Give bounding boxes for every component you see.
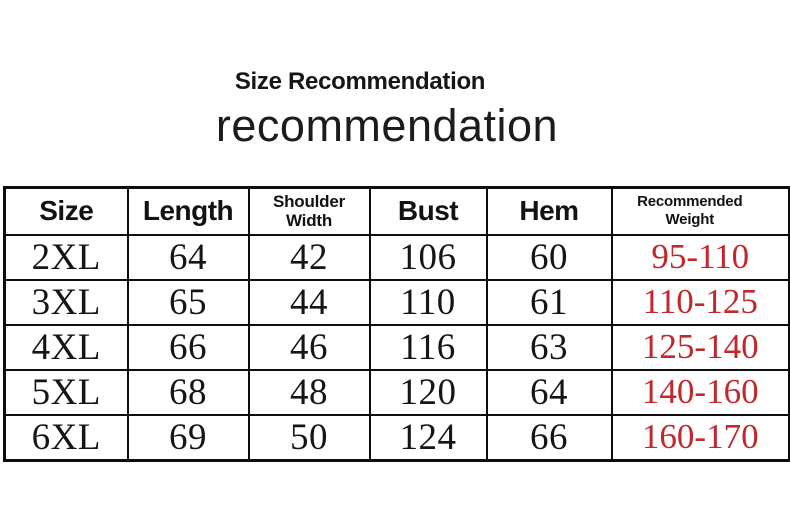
table-row: 3XL 65 44 110 61 110-125 bbox=[3, 278, 790, 326]
column-header-shoulder-width: Shoulder Width bbox=[247, 186, 371, 236]
size-cell: 6XL bbox=[3, 413, 129, 461]
recommended-weight-cell: 160-170 bbox=[610, 413, 790, 461]
shoulder-width-cell: 42 bbox=[247, 233, 371, 281]
hem-cell: 61 bbox=[485, 278, 613, 326]
length-cell: 64 bbox=[126, 233, 250, 281]
length-cell: 69 bbox=[126, 413, 250, 461]
size-cell: 3XL bbox=[3, 278, 129, 326]
column-header-length: Length bbox=[126, 186, 250, 236]
length-cell: 66 bbox=[126, 323, 250, 371]
bust-cell: 106 bbox=[368, 233, 488, 281]
table-row: 6XL 69 50 124 66 160-170 bbox=[3, 413, 790, 461]
bust-cell: 124 bbox=[368, 413, 488, 461]
hem-cell: 66 bbox=[485, 413, 613, 461]
hem-cell: 63 bbox=[485, 323, 613, 371]
table-header-row: Size Length Shoulder Width Bust Hem Reco… bbox=[3, 186, 790, 236]
shoulder-width-cell: 50 bbox=[247, 413, 371, 461]
table-row: 2XL 64 42 106 60 95-110 bbox=[3, 233, 790, 281]
table-row: 5XL 68 48 120 64 140-160 bbox=[3, 368, 790, 416]
column-header-recommended-weight: Recommended Weight bbox=[610, 186, 790, 236]
recommended-weight-cell: 95-110 bbox=[610, 233, 790, 281]
page-subtitle: Size Recommendation bbox=[234, 68, 486, 95]
bust-cell: 116 bbox=[368, 323, 488, 371]
size-cell: 4XL bbox=[3, 323, 129, 371]
size-table: Size Length Shoulder Width Bust Hem Reco… bbox=[3, 186, 790, 462]
shoulder-width-cell: 44 bbox=[247, 278, 371, 326]
table-row: 4XL 66 46 116 63 125-140 bbox=[3, 323, 790, 371]
shoulder-width-cell: 48 bbox=[247, 368, 371, 416]
shoulder-width-cell: 46 bbox=[247, 323, 371, 371]
page-title: recommendation bbox=[215, 100, 559, 151]
column-header-bust: Bust bbox=[368, 186, 488, 236]
length-cell: 68 bbox=[126, 368, 250, 416]
recommended-weight-cell: 140-160 bbox=[610, 368, 790, 416]
size-cell: 5XL bbox=[3, 368, 129, 416]
size-cell: 2XL bbox=[3, 233, 129, 281]
hem-cell: 64 bbox=[485, 368, 613, 416]
recommended-weight-cell: 110-125 bbox=[610, 278, 790, 326]
recommended-weight-cell: 125-140 bbox=[610, 323, 790, 371]
length-cell: 65 bbox=[126, 278, 250, 326]
column-header-hem: Hem bbox=[485, 186, 613, 236]
hem-cell: 60 bbox=[485, 233, 613, 281]
column-header-size: Size bbox=[3, 186, 129, 236]
bust-cell: 120 bbox=[368, 368, 488, 416]
bust-cell: 110 bbox=[368, 278, 488, 326]
